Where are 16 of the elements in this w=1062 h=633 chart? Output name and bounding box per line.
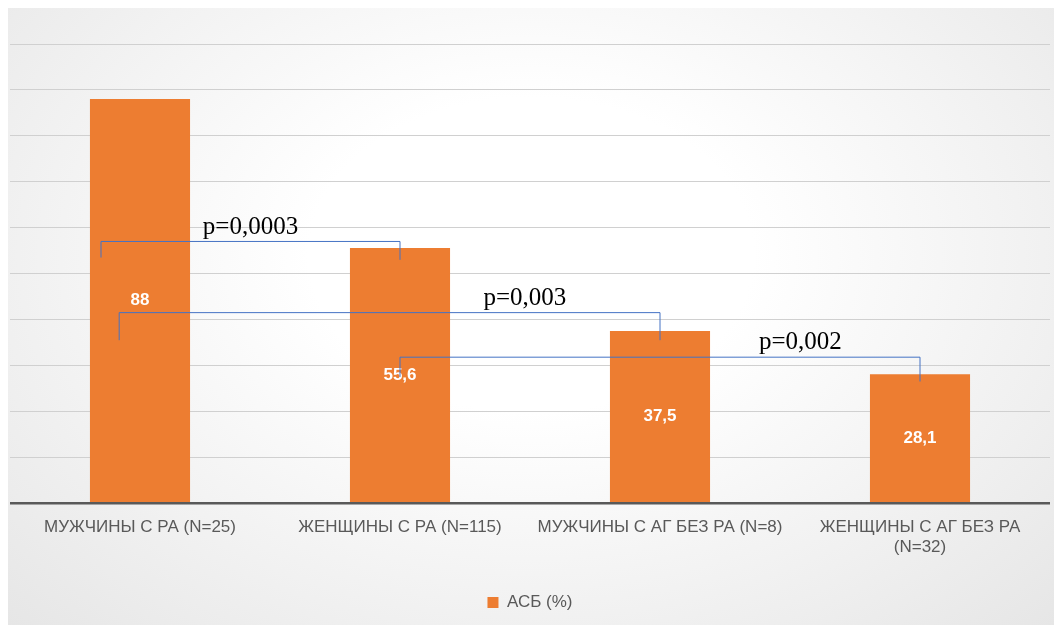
- data-label: 37,5: [643, 406, 677, 426]
- x-tick-label: ЖЕНЩИНЫ С АГ БЕЗ РА (N=32): [819, 517, 1021, 557]
- data-label: 88: [130, 290, 150, 310]
- bar: [349, 247, 451, 502]
- annotation: p=0,0003: [202, 211, 299, 239]
- legend-label: АСБ (%): [506, 592, 573, 612]
- bar: [869, 374, 971, 502]
- data-label: 55,6: [383, 364, 417, 384]
- data-label: 28,1: [903, 427, 937, 447]
- x-tick-label: МУЖЧИНЫ С РА (N=25): [44, 517, 236, 537]
- annotation: p=0,003: [483, 282, 567, 310]
- bar: [89, 99, 191, 502]
- x-tick-label: ЖЕНЩИНЫ С РА (N=115): [298, 517, 502, 537]
- annotation: p=0,002: [758, 327, 842, 355]
- x-tick-label: МУЖЧИНЫ С АГ БЕЗ РА (N=8): [537, 517, 783, 537]
- bar: [609, 331, 711, 502]
